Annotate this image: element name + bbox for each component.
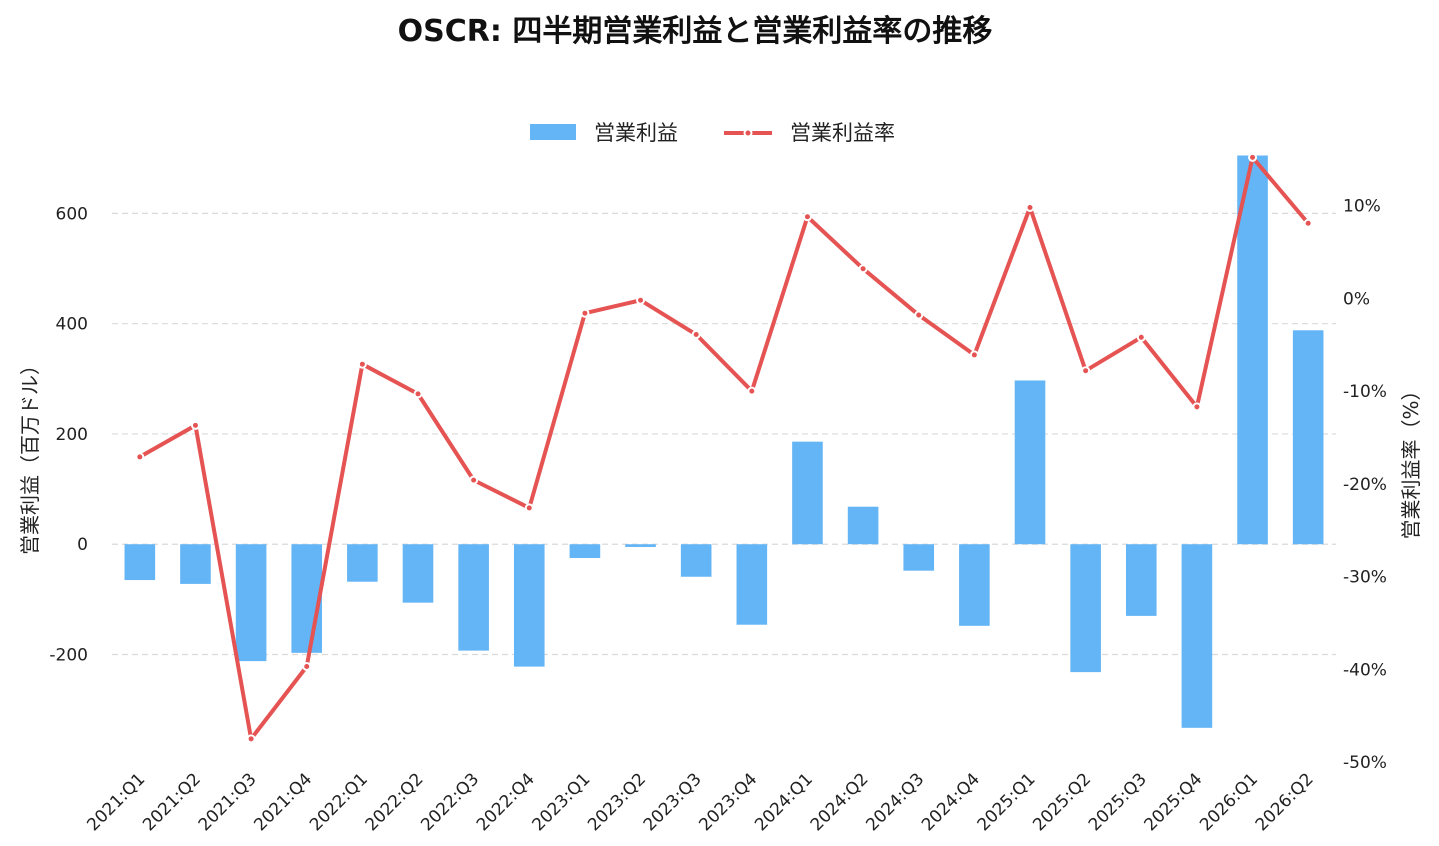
bar (1292, 330, 1324, 545)
x-tick-label: 2022:Q2 (362, 769, 428, 835)
left-axis-label: 営業利益（百万ドル） (18, 355, 42, 555)
left-axis-ticks: -200 0 200 400 600 (49, 204, 88, 665)
line-point (246, 734, 256, 744)
right-axis-label: 営業利益率（%） (1399, 380, 1423, 539)
legend-label-bar: 営業利益 (594, 121, 678, 145)
bar (1014, 380, 1046, 545)
bar (402, 544, 434, 603)
legend-swatch-marker (743, 128, 753, 138)
legend-label-line: 営業利益率 (790, 121, 895, 145)
bar (1237, 155, 1268, 545)
line-point (302, 661, 312, 671)
chart-title: OSCR: 四半期営業利益と営業利益率の推移 (398, 14, 993, 49)
x-tick-label: 2024:Q4 (918, 769, 984, 835)
line-point (469, 475, 479, 485)
x-tick-label: 2025:Q1 (974, 769, 1040, 835)
left-tick-label: 400 (56, 315, 88, 335)
x-tick-label: 2021:Q4 (250, 769, 316, 835)
left-tick-label: 600 (56, 204, 88, 224)
x-tick-label: 2023:Q4 (695, 769, 761, 835)
right-tick-label: -10% (1343, 382, 1387, 402)
line-point (747, 386, 757, 396)
line-path (138, 155, 1310, 741)
right-tick-label: -50% (1343, 753, 1387, 773)
line-point (357, 359, 367, 369)
x-tick-label: 2021:Q3 (195, 769, 261, 835)
right-tick-label: 0% (1343, 289, 1370, 309)
line-point (914, 310, 924, 320)
x-tick-label: 2024:Q1 (751, 769, 817, 835)
line-point (969, 350, 979, 360)
line-point (413, 389, 423, 399)
bar (680, 544, 712, 577)
x-tick-label: 2024:Q3 (862, 769, 928, 835)
x-tick-label: 2021:Q1 (83, 769, 149, 835)
x-tick-label: 2025:Q4 (1141, 769, 1207, 835)
line-series (135, 152, 1313, 744)
line-point (1081, 366, 1091, 376)
bar (1070, 544, 1101, 673)
bar (235, 544, 267, 662)
x-tick-label: 2022:Q3 (417, 769, 483, 835)
bar-series (124, 155, 1324, 728)
line-point (580, 308, 590, 318)
bar (569, 544, 601, 558)
bar (180, 544, 211, 584)
x-tick-label: 2022:Q1 (306, 769, 372, 835)
line-point (802, 212, 812, 222)
bar (1125, 544, 1157, 616)
bar (625, 544, 656, 547)
x-tick-label: 2026:Q1 (1196, 769, 1262, 835)
bar (792, 441, 823, 545)
line-point (858, 264, 868, 274)
line-point (1025, 202, 1035, 212)
bar (458, 544, 489, 651)
line-point (1192, 402, 1202, 412)
x-tick-label: 2025:Q2 (1029, 769, 1095, 835)
x-axis-ticks: 2021:Q12021:Q22021:Q32021:Q42022:Q12022:… (83, 769, 1317, 835)
line-point (135, 452, 145, 462)
line-point (1303, 218, 1313, 228)
bar (1181, 544, 1213, 728)
legend: 営業利益 営業利益率 (530, 121, 895, 145)
line-point (636, 295, 646, 305)
x-tick-label: 2023:Q2 (584, 769, 650, 835)
x-tick-label: 2023:Q1 (529, 769, 595, 835)
line-point (1248, 152, 1258, 162)
bar (513, 544, 545, 667)
left-tick-label: 200 (56, 425, 88, 445)
right-tick-label: -30% (1343, 568, 1387, 588)
bar (291, 544, 323, 653)
bar (124, 544, 156, 581)
x-tick-label: 2023:Q3 (640, 769, 706, 835)
left-tick-label: 0 (77, 535, 88, 555)
left-tick-label: -200 (49, 645, 88, 665)
x-tick-label: 2025:Q3 (1085, 769, 1151, 835)
x-tick-label: 2022:Q4 (473, 769, 539, 835)
x-tick-label: 2024:Q2 (807, 769, 873, 835)
bar (847, 506, 879, 545)
line-point (190, 420, 200, 430)
line-point (524, 503, 534, 513)
right-axis-ticks: -50% -40% -30% -20% -10% 0% 10% (1343, 197, 1387, 773)
legend-swatch-bar (530, 124, 576, 140)
bar (736, 544, 768, 625)
right-tick-label: -20% (1343, 475, 1387, 495)
bar (903, 544, 935, 571)
line-point (691, 330, 701, 340)
bar (347, 544, 378, 582)
x-tick-label: 2021:Q2 (139, 769, 205, 835)
bar (959, 544, 990, 626)
line-point (1136, 332, 1146, 342)
right-tick-label: 10% (1343, 197, 1381, 217)
right-tick-label: -40% (1343, 660, 1387, 680)
x-tick-label: 2026:Q2 (1252, 769, 1318, 835)
